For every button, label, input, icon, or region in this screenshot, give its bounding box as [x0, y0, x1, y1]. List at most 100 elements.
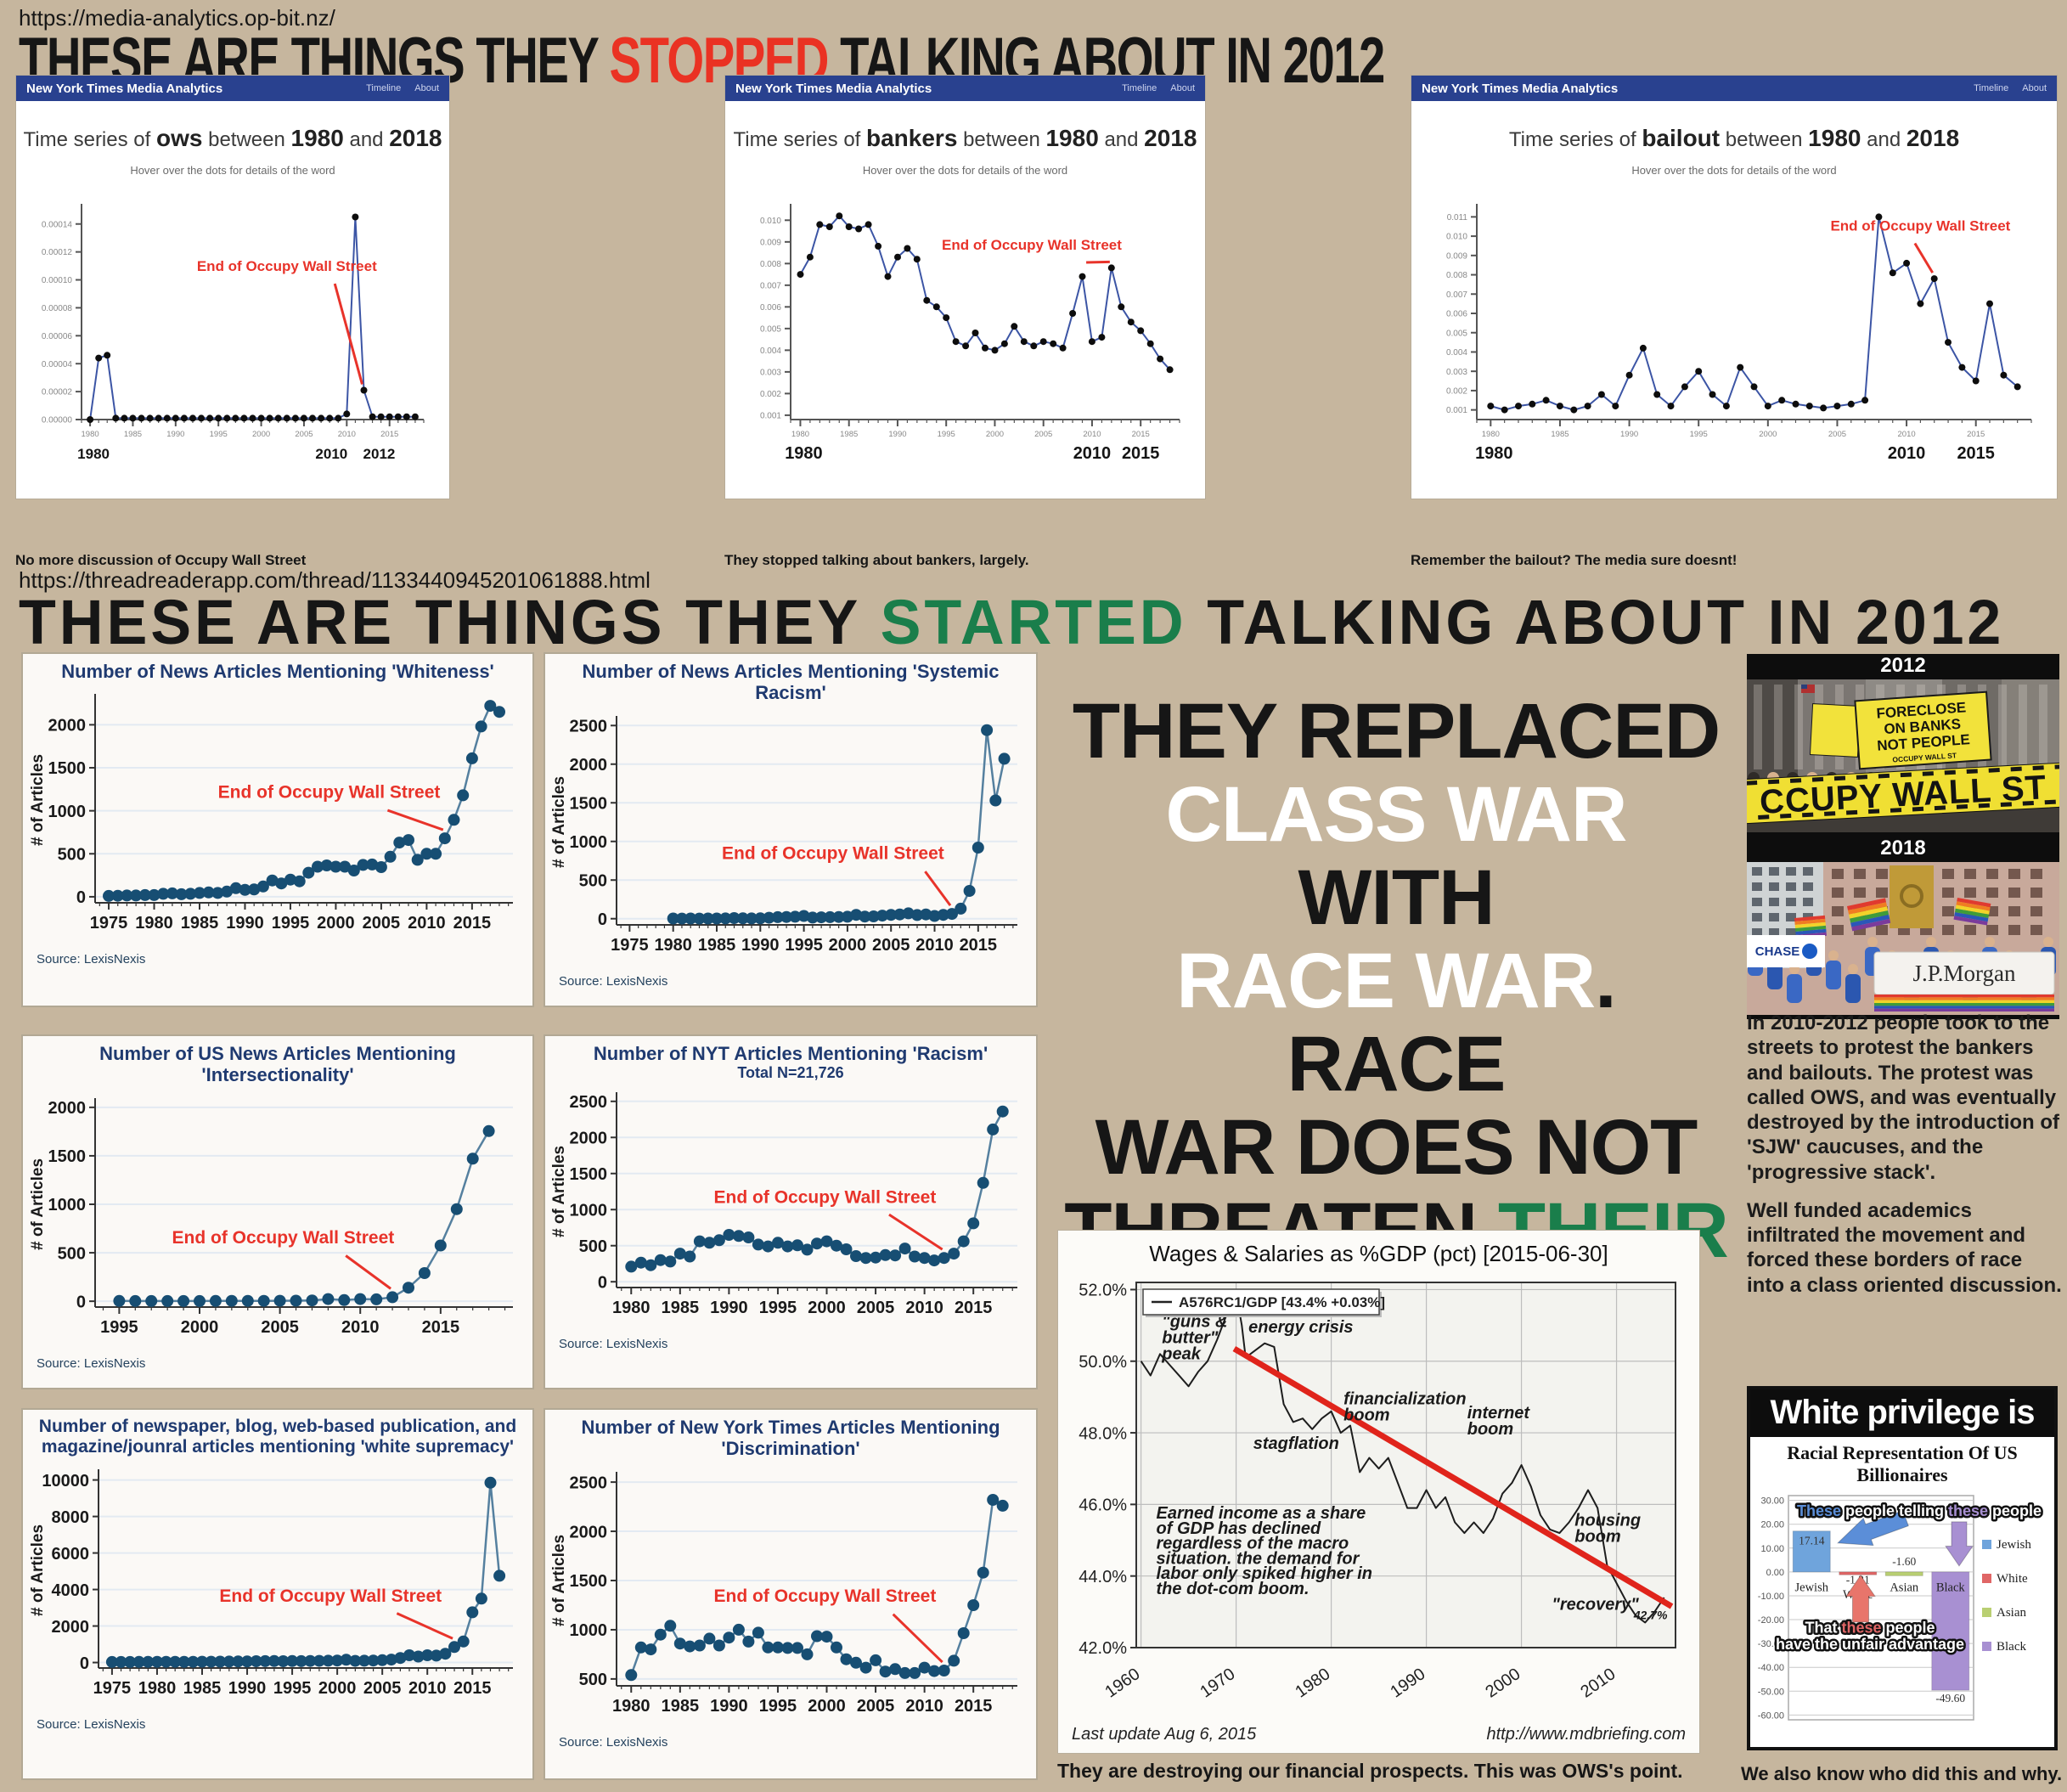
svg-text:2000: 2000 [570, 1523, 608, 1541]
svg-text:1970: 1970 [1197, 1665, 1238, 1702]
svg-text:boom: boom [1343, 1406, 1389, 1424]
svg-text:1985: 1985 [181, 914, 219, 933]
chart-source: Source: LexisNexis [559, 1337, 668, 1352]
source-url-top[interactable]: https://media-analytics.op-bit.nz/ [19, 5, 335, 31]
svg-text:1980: 1980 [612, 1697, 651, 1716]
svg-text:2015: 2015 [453, 1679, 492, 1698]
svg-text:2000: 2000 [252, 430, 270, 439]
svg-text:2000: 2000 [986, 430, 1004, 439]
svg-text:2005: 2005 [295, 430, 313, 439]
source-url-mid[interactable]: https://threadreaderapp.com/thread/11334… [19, 567, 651, 593]
svg-text:44.0%: 44.0% [1079, 1568, 1127, 1586]
wages-source-url[interactable]: http://www.mdbriefing.com [1486, 1725, 1686, 1744]
svg-text:End of Occupy Wall Street: End of Occupy Wall Street [218, 783, 441, 803]
svg-text:Jewish: Jewish [1997, 1538, 2031, 1552]
svg-text:10000: 10000 [42, 1472, 89, 1491]
svg-text:1000: 1000 [570, 833, 608, 852]
headline-started: THESE ARE THINGS THEY STARTED TALKING AB… [19, 586, 2004, 658]
headline-post: TALKING ABOUT IN 2012 [1186, 587, 2005, 657]
svg-text:1500: 1500 [570, 794, 608, 813]
svg-text:500: 500 [579, 1237, 607, 1256]
photo-comparison-panel: 2012 FORECLOSE ON BANKS NOT PEOPLE OCCUPY W… [1738, 654, 2067, 1019]
svg-text:0.002: 0.002 [760, 390, 781, 399]
svg-text:2010: 2010 [1888, 444, 1926, 463]
svg-text:housing: housing [1574, 1512, 1641, 1530]
svg-text:That these people: That these people [1805, 1619, 1935, 1636]
svg-text:2005: 2005 [872, 936, 910, 955]
chart-card-racism: Number of NYT Articles Mentioning 'Racis… [544, 1034, 1038, 1389]
svg-text:stagflation: stagflation [1253, 1434, 1339, 1453]
svg-text:0.003: 0.003 [1446, 368, 1467, 377]
svg-text:1980: 1980 [654, 936, 692, 955]
svg-text:-60.00: -60.00 [1758, 1710, 1784, 1721]
nav-timeline[interactable]: Timeline [366, 83, 402, 93]
svg-text:0.004: 0.004 [760, 347, 781, 356]
svg-text:0.009: 0.009 [760, 238, 781, 247]
bankers-line-chart[interactable]: 0.001 0.002 0.003 0.004 0.005 0.006 0.007 0.008… [738, 192, 1192, 472]
svg-text:2000: 2000 [808, 1697, 846, 1716]
bailout-line-chart[interactable]: 0.001 0.002 0.003 0.004 0.005 0.006 0.007 0.008… [1424, 192, 2044, 472]
svg-text:financialization: financialization [1343, 1389, 1466, 1408]
chart-card-white-supremacy: Number of newspaper, blog, web-based pub… [21, 1408, 534, 1780]
white-privilege-banner: White privilege is [1750, 1389, 2054, 1437]
svg-text:0.001: 0.001 [760, 411, 781, 420]
svg-text:of GDP has declined: of GDP has declined [1157, 1519, 1322, 1538]
nav-about[interactable]: About [414, 83, 439, 93]
svg-text:0.008: 0.008 [760, 260, 781, 269]
svg-text:butter": butter" [1162, 1329, 1219, 1348]
svg-text:2010: 2010 [1073, 444, 1112, 463]
caption-ows: No more discussion of Occupy Wall Street [15, 552, 307, 568]
svg-text:0.005: 0.005 [760, 324, 781, 334]
side-paragraph-1: In 2010-2012 people took to the streets … [1747, 1012, 2060, 1184]
chart-title: Number of New York Times Articles Mentio… [581, 1417, 1000, 1460]
chart-card-intersectionality: Number of US News Articles Mentioning 'I… [21, 1034, 534, 1389]
svg-text:1990: 1990 [710, 1697, 748, 1716]
svg-text:0.006: 0.006 [1446, 310, 1467, 319]
photo-year-2012: 2012 [1747, 654, 2059, 679]
svg-text:2000: 2000 [52, 1618, 90, 1637]
jpmorgan-pride-photo: J.P.Morgan CHASE [1747, 862, 2059, 1015]
svg-text:End of Occupy Wall Street: End of Occupy Wall Street [197, 258, 377, 274]
wages-last-update: Last update Aug 6, 2015 [1072, 1725, 1257, 1744]
svg-text:1980: 1980 [138, 1679, 177, 1698]
nyt-header-bar: New York Times Media Analytics Timeline A… [16, 76, 449, 101]
svg-text:1980: 1980 [612, 1299, 651, 1317]
svg-text:labor only spiked higher in: labor only spiked higher in [1157, 1564, 1372, 1583]
svg-text:2000: 2000 [570, 756, 608, 775]
svg-text:1990: 1990 [1387, 1665, 1428, 1702]
nav-about[interactable]: About [2022, 83, 2047, 93]
side-commentary: In 2010-2012 people took to the streets … [1747, 1011, 2063, 1311]
svg-text:Jewish: Jewish [1795, 1581, 1829, 1594]
ows-line-chart[interactable]: 0.00000 0.00002 0.00004 0.00006 0.00008 0.000… [29, 192, 436, 472]
chart-card-discrimination: Number of New York Times Articles Mentio… [544, 1408, 1038, 1780]
nav-timeline[interactable]: Timeline [1122, 83, 1157, 93]
svg-text:2005: 2005 [1828, 430, 1846, 439]
svg-text:48.0%: 48.0% [1079, 1424, 1127, 1443]
nav-about[interactable]: About [1170, 83, 1195, 93]
svg-text:0.00010: 0.00010 [42, 276, 73, 285]
svg-text:0.00012: 0.00012 [42, 248, 73, 257]
nyt-header-bar: New York Times Media Analytics Timeline A… [1411, 76, 2057, 101]
chart-source: Source: LexisNexis [37, 1355, 146, 1371]
svg-text:17.14: 17.14 [1799, 1534, 1825, 1547]
svg-text:# of Articles: # of Articles [550, 1146, 568, 1237]
svg-text:2500: 2500 [570, 717, 608, 735]
svg-text:1500: 1500 [48, 760, 87, 779]
chart-title: Number of US News Articles Mentioning 'I… [99, 1043, 456, 1086]
svg-text:peak: peak [1161, 1345, 1201, 1364]
svg-text:1990: 1990 [166, 430, 184, 439]
chart-title-ows: Time series of ows between 1980 and 2018 [23, 125, 442, 151]
nav-timeline[interactable]: Timeline [1974, 83, 2009, 93]
svg-text:1985: 1985 [698, 936, 736, 955]
svg-text:6000: 6000 [52, 1545, 90, 1564]
svg-text:42.7%: 42.7% [1633, 1608, 1668, 1621]
svg-text:2015: 2015 [955, 1299, 993, 1317]
chart-title: Number of News Articles Mentioning 'Whit… [61, 661, 494, 682]
svg-text:1985: 1985 [1551, 430, 1569, 439]
svg-text:10.00: 10.00 [1760, 1544, 1784, 1554]
svg-text:boom: boom [1574, 1528, 1620, 1547]
svg-text:0.011: 0.011 [1447, 213, 1468, 223]
svg-text:internet: internet [1467, 1404, 1531, 1423]
svg-text:1990: 1990 [1620, 430, 1638, 439]
wages-chart-title: Wages & Salaries as %GDP (pct) [2015-06-… [1149, 1241, 1608, 1266]
